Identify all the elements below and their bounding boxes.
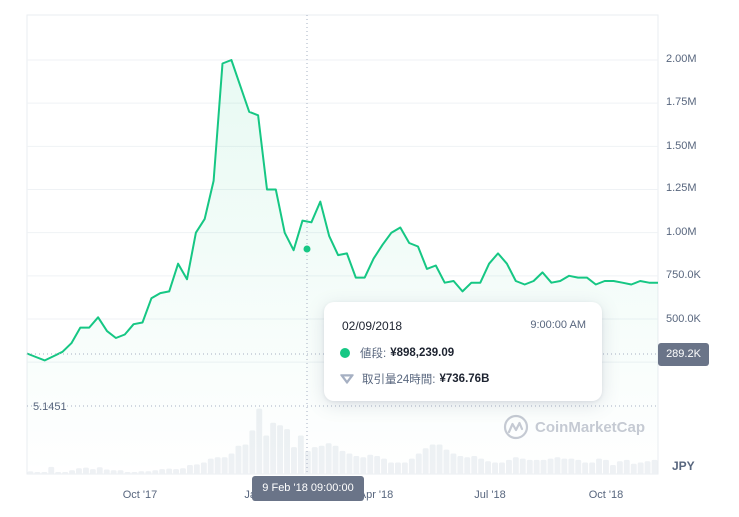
y-tick: 2.00M xyxy=(666,53,697,65)
watermark-text: CoinMarketCap xyxy=(535,418,646,436)
tooltip-volume-row: 取引量24時間: ¥736.76B xyxy=(340,371,489,387)
coinmarketcap-watermark: CoinMarketCap xyxy=(503,414,645,440)
y-tick: 1.00M xyxy=(666,226,697,238)
x-tick: Jul '18 xyxy=(474,489,506,501)
volume-max-label: 5.1451 xyxy=(33,401,67,413)
tooltip-date: 02/09/2018 xyxy=(342,319,403,333)
price-line xyxy=(26,59,658,362)
hover-point xyxy=(303,245,311,253)
price-dot-icon xyxy=(340,348,350,358)
currency-label: JPY xyxy=(672,459,695,473)
y-tick: 1.75M xyxy=(666,96,697,108)
tooltip-volume-value: ¥736.76B xyxy=(439,373,490,385)
tooltip-price-value: ¥898,239.09 xyxy=(390,347,455,359)
tooltip-time: 9:00:00 AM xyxy=(530,319,586,331)
x-tick: Oct '17 xyxy=(122,489,158,501)
hover-tooltip: 02/09/2018 9:00:00 AM 値段: ¥898,239.09 取引… xyxy=(324,302,602,401)
crosshair-price-tag: 289.2K xyxy=(658,343,709,366)
x-tick: Apr '18 xyxy=(358,489,394,501)
tooltip-price-label: 値段: xyxy=(360,348,387,360)
y-tick: 500.0K xyxy=(666,313,701,325)
tooltip-volume-label: 取引量24時間: xyxy=(362,374,436,386)
volume-diamond-icon xyxy=(340,374,354,384)
tooltip-price-row: 値段: ¥898,239.09 xyxy=(340,345,454,361)
y-tick: 1.25M xyxy=(666,182,697,194)
price-area xyxy=(27,60,658,474)
y-tick: 1.50M xyxy=(666,140,697,152)
x-tick: Oct '18 xyxy=(588,489,624,501)
crosshair-time-tag: 9 Feb '18 09:00:00 xyxy=(252,476,364,501)
coinmarketcap-logo-icon xyxy=(503,414,529,440)
y-tick: 750.0K xyxy=(666,269,701,281)
